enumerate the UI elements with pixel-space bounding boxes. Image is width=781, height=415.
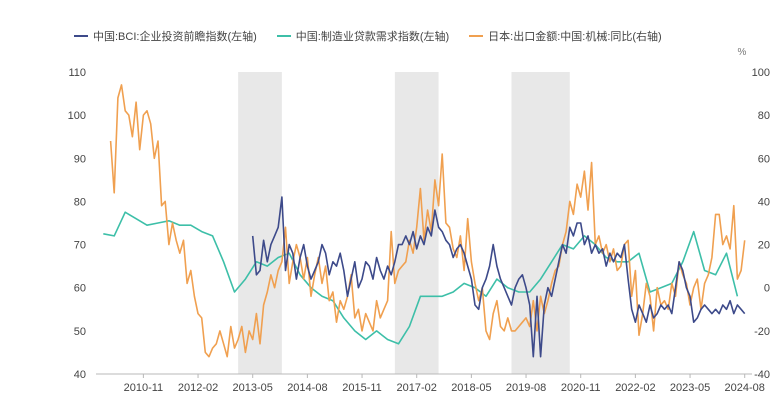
left-tick-label: 80 [74,196,86,208]
legend-swatch-loan-demand [276,35,291,37]
series-line-bci [251,196,746,358]
left-tick-label: 60 [74,283,86,295]
left-tick-label: 70 [74,240,86,252]
legend-item-japan-export: 日本:出口金额:中国:机械:同比(右轴) [469,28,662,44]
legend-swatch-bci [74,35,88,37]
legend-item-loan-demand: 中国:制造业贷款需求指数(左轴) [276,28,450,44]
right-tick-label: 0 [764,283,770,295]
right-tick-label: -40 [754,369,770,381]
right-tick-label: 80 [758,110,770,122]
x-tick-label: 2022-02 [615,382,655,394]
right-tick-label: -20 [754,326,770,338]
right-axis: 100 80 60 40 20 0 -20 -40 [752,67,770,381]
left-tick-label: 110 [68,67,86,79]
x-tick-label: 2014-08 [287,382,327,394]
x-tick-label: 2024-08 [725,382,765,394]
x-tick-label: 2013-05 [233,382,273,394]
legend-label-loan-demand: 中国:制造业贷款需求指数(左轴) [295,31,450,43]
right-tick-label: 60 [758,153,770,165]
left-tick-label: 90 [74,153,86,165]
x-tick-label: 2018-05 [451,382,491,394]
legend: 中国:BCI:企业投资前瞻指数(左轴) 中国:制造业贷款需求指数(左轴) 日本:… [74,28,662,44]
x-axis: 2010-11 2012-02 2013-05 2014-08 2015-11 2017-… [124,374,765,394]
left-tick-label: 40 [74,369,86,381]
x-tick-label: 2019-08 [506,382,546,394]
right-tick-label: 100 [752,67,770,79]
x-tick-label: 2020-11 [561,382,601,394]
legend-swatch-japan-export [469,35,484,37]
shaded-period-3 [511,72,570,374]
legend-item-bci: 中国:BCI:企业投资前瞻指数(左轴) [74,28,257,44]
series-line-loan-demand [103,211,739,345]
shaded-period-1 [238,72,282,374]
right-tick-label: 20 [758,240,770,252]
left-tick-label: 50 [74,326,86,338]
right-axis-unit: % [738,47,747,58]
x-tick-label: 2010-11 [124,382,164,394]
right-tick-label: 40 [758,196,770,208]
legend-label-bci: 中国:BCI:企业投资前瞻指数(左轴) [93,31,257,43]
series-lines [103,84,746,358]
shaded-periods [238,72,570,374]
x-tick-label: 2017-02 [397,382,437,394]
left-tick-label: 100 [68,110,86,122]
x-tick-label: 2015-11 [342,382,382,394]
legend-label-japan-export: 日本:出口金额:中国:机械:同比(右轴) [488,31,662,43]
x-tick-label: 2023-05 [670,382,710,394]
left-axis: 110 100 90 80 70 60 50 40 [68,67,86,381]
x-tick-label: 2012-02 [178,382,218,394]
series-line-japan-export [109,84,746,358]
